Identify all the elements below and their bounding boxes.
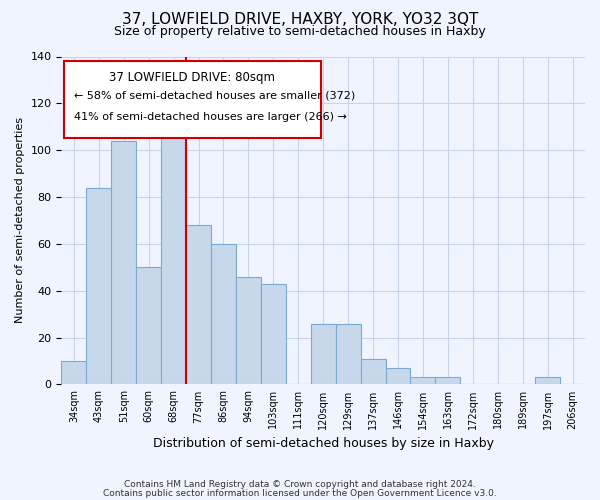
- Text: 41% of semi-detached houses are larger (266) →: 41% of semi-detached houses are larger (…: [74, 112, 347, 122]
- Y-axis label: Number of semi-detached properties: Number of semi-detached properties: [15, 118, 25, 324]
- Text: 37 LOWFIELD DRIVE: 80sqm: 37 LOWFIELD DRIVE: 80sqm: [109, 72, 275, 85]
- Bar: [236, 276, 261, 384]
- Bar: [335, 324, 361, 384]
- Bar: [361, 358, 386, 384]
- Bar: [386, 368, 410, 384]
- Bar: [535, 378, 560, 384]
- Text: Size of property relative to semi-detached houses in Haxby: Size of property relative to semi-detach…: [114, 25, 486, 38]
- Text: ← 58% of semi-detached houses are smaller (372): ← 58% of semi-detached houses are smalle…: [74, 91, 356, 101]
- Bar: [261, 284, 286, 384]
- Text: Contains public sector information licensed under the Open Government Licence v3: Contains public sector information licen…: [103, 488, 497, 498]
- Bar: [86, 188, 111, 384]
- Text: 37, LOWFIELD DRIVE, HAXBY, YORK, YO32 3QT: 37, LOWFIELD DRIVE, HAXBY, YORK, YO32 3Q…: [122, 12, 478, 28]
- Bar: [161, 136, 186, 384]
- X-axis label: Distribution of semi-detached houses by size in Haxby: Distribution of semi-detached houses by …: [153, 437, 494, 450]
- FancyBboxPatch shape: [64, 62, 320, 138]
- Bar: [111, 141, 136, 384]
- Bar: [410, 378, 436, 384]
- Bar: [211, 244, 236, 384]
- Text: Contains HM Land Registry data © Crown copyright and database right 2024.: Contains HM Land Registry data © Crown c…: [124, 480, 476, 489]
- Bar: [186, 225, 211, 384]
- Bar: [61, 361, 86, 384]
- Bar: [311, 324, 335, 384]
- Bar: [436, 378, 460, 384]
- Bar: [136, 268, 161, 384]
